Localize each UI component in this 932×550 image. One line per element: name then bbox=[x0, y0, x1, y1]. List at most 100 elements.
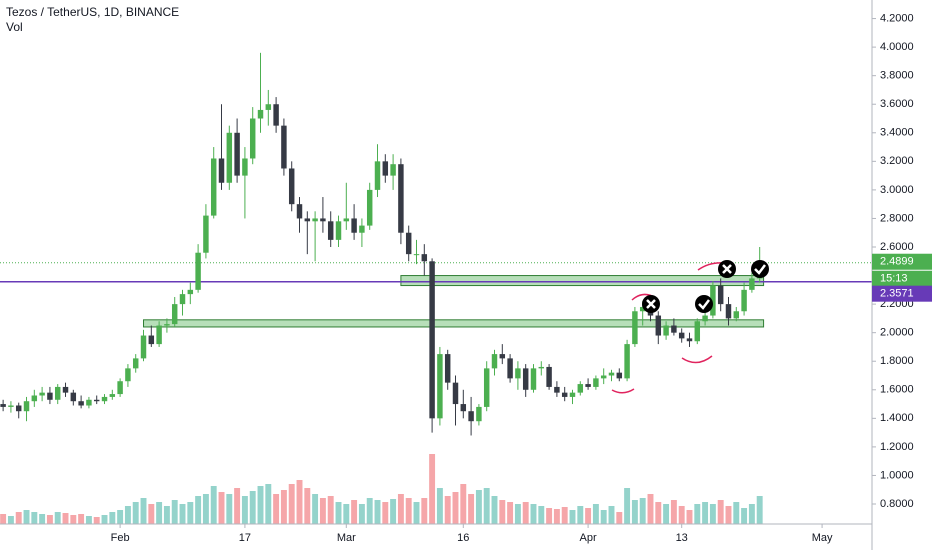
volume-bar bbox=[93, 517, 100, 524]
candle-body bbox=[78, 401, 84, 406]
candle-body bbox=[476, 406, 482, 422]
volume-bar bbox=[39, 514, 46, 524]
volume-bar bbox=[304, 488, 311, 524]
candle-body bbox=[249, 118, 256, 159]
candle-body bbox=[125, 368, 131, 382]
y-tick-label: 1.6000 bbox=[880, 384, 914, 396]
volume-bar bbox=[0, 514, 7, 524]
y-tick-label: 4.2000 bbox=[880, 12, 914, 24]
candle-body bbox=[569, 392, 576, 397]
volume-bar bbox=[460, 484, 467, 524]
y-tick-label: 1.2000 bbox=[880, 441, 914, 453]
volume-bar bbox=[553, 509, 560, 524]
chart-title: Tezos / TetherUS, 1D, BINANCE bbox=[6, 5, 179, 19]
volume-bar bbox=[124, 506, 131, 524]
volume-bar bbox=[475, 490, 482, 524]
volume-bar bbox=[694, 504, 701, 524]
candle-body bbox=[304, 218, 311, 222]
x-icon bbox=[718, 260, 736, 278]
candle-body bbox=[405, 232, 412, 255]
y-tick-label: 1.0000 bbox=[880, 469, 914, 481]
volume-bar bbox=[23, 510, 30, 524]
volume-bar bbox=[413, 502, 420, 524]
candle-body bbox=[733, 311, 740, 319]
volume-bar bbox=[85, 516, 92, 524]
volume-bar bbox=[31, 512, 38, 524]
candle-body bbox=[686, 338, 693, 342]
candle-body bbox=[234, 132, 240, 176]
candle-body bbox=[210, 158, 217, 216]
volume-bar bbox=[499, 500, 506, 524]
volume-bar bbox=[171, 500, 178, 524]
volume-bar bbox=[483, 488, 490, 524]
candle-body bbox=[694, 321, 701, 342]
volume-bar bbox=[374, 500, 381, 524]
volume-bar bbox=[663, 504, 670, 524]
annotations bbox=[611, 260, 769, 394]
candle-body bbox=[164, 324, 170, 326]
volume-bar bbox=[54, 512, 61, 524]
candle-body bbox=[242, 158, 248, 176]
arc bbox=[681, 355, 713, 364]
y-tick-label: 1.4000 bbox=[880, 412, 914, 424]
candle-body bbox=[702, 315, 708, 322]
volume-bar bbox=[202, 494, 209, 524]
candle-body bbox=[390, 164, 396, 176]
y-tick-label: 3.8000 bbox=[880, 70, 914, 82]
volume-bar bbox=[280, 490, 287, 524]
candle-body bbox=[343, 218, 350, 222]
volume-bar bbox=[530, 504, 537, 524]
plot bbox=[0, 52, 872, 524]
candle-body bbox=[522, 368, 529, 390]
candle-body bbox=[577, 384, 584, 393]
volume-bar bbox=[312, 494, 319, 524]
candle-body bbox=[413, 254, 420, 256]
candle-body bbox=[179, 294, 186, 305]
candle-body bbox=[0, 404, 6, 407]
candle-body bbox=[382, 161, 389, 176]
candle-body bbox=[359, 225, 365, 233]
volume-bar bbox=[686, 510, 693, 524]
volume-bar bbox=[421, 498, 428, 524]
x-tick-label: Mar bbox=[337, 532, 356, 544]
volume-bar bbox=[507, 502, 514, 524]
x-icon bbox=[642, 295, 660, 313]
volume-bar bbox=[405, 498, 412, 524]
candle-body bbox=[546, 366, 552, 387]
candle-body bbox=[70, 392, 77, 402]
x-tick-label: Feb bbox=[111, 532, 130, 544]
volume-bar bbox=[335, 502, 342, 524]
volume-bar bbox=[257, 486, 264, 524]
volume-bar bbox=[678, 506, 685, 524]
volume-bar bbox=[132, 502, 139, 524]
y-tick-label: 3.0000 bbox=[880, 184, 914, 196]
candle-body bbox=[117, 381, 123, 395]
volume-bar bbox=[179, 504, 186, 524]
candle-body bbox=[663, 325, 669, 336]
support-zone bbox=[143, 319, 765, 328]
volume-bar bbox=[670, 500, 677, 524]
volume-bar bbox=[62, 513, 69, 524]
candle-body bbox=[327, 221, 334, 240]
volume-bar bbox=[7, 516, 14, 524]
candle-body bbox=[437, 354, 443, 419]
price-tag bbox=[872, 270, 932, 287]
candle-body bbox=[421, 254, 428, 262]
candle-body bbox=[444, 354, 451, 383]
candle-body bbox=[265, 104, 272, 110]
candle-body bbox=[366, 189, 373, 226]
volume-bar bbox=[296, 480, 303, 524]
volume-bar bbox=[343, 504, 350, 524]
volume-bar bbox=[109, 512, 116, 524]
y-tick-label: 3.2000 bbox=[880, 155, 914, 167]
volume-bar bbox=[733, 502, 740, 524]
candle-body bbox=[460, 404, 467, 412]
candle-body bbox=[257, 109, 264, 119]
volume-bar bbox=[358, 504, 365, 524]
volume-bar bbox=[631, 500, 638, 524]
y-tick-label: 2.6000 bbox=[880, 241, 914, 253]
candle-body bbox=[296, 204, 303, 219]
candle-body bbox=[561, 392, 568, 397]
